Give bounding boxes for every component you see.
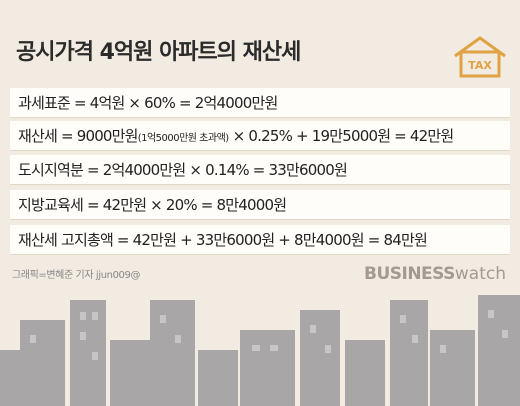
tax-label: TAX	[468, 59, 492, 72]
formula-row: 지방교육세 = 42만원 × 20% = 8만4000원	[10, 190, 510, 220]
formula-row: 도시지역분 = 2억4000만원 × 0.14% = 33만6000원	[10, 155, 510, 185]
brand: BUSINESSwatch	[364, 264, 506, 284]
brand-bold: BUSINESS	[363, 264, 455, 284]
tax-icon	[454, 36, 506, 78]
brand-light: watch	[454, 264, 506, 284]
formula-part: 재산세 = 9000만원	[18, 127, 138, 145]
windows	[30, 310, 508, 360]
title: 공시가격 4억원 아파트의 재산세	[16, 40, 301, 65]
credit: 그래픽=변혜준 기자 jjun009@	[12, 270, 141, 281]
formula-row: 과세표준 = 4억원 × 60% = 2억4000만원	[10, 88, 510, 118]
skyline	[0, 295, 520, 406]
formula-note: (1억5000만원 초과액)	[137, 133, 230, 144]
formula-row: 재산세 고지총액 = 42만원 + 33만6000원 + 8만4000원 = 8…	[10, 225, 510, 255]
formula-part: × 0.25% + 19만5000원 = 42만원	[228, 127, 455, 145]
formula-row: 재산세 = 9000만원(1억5000만원 초과액) × 0.25% + 19만…	[10, 121, 510, 151]
